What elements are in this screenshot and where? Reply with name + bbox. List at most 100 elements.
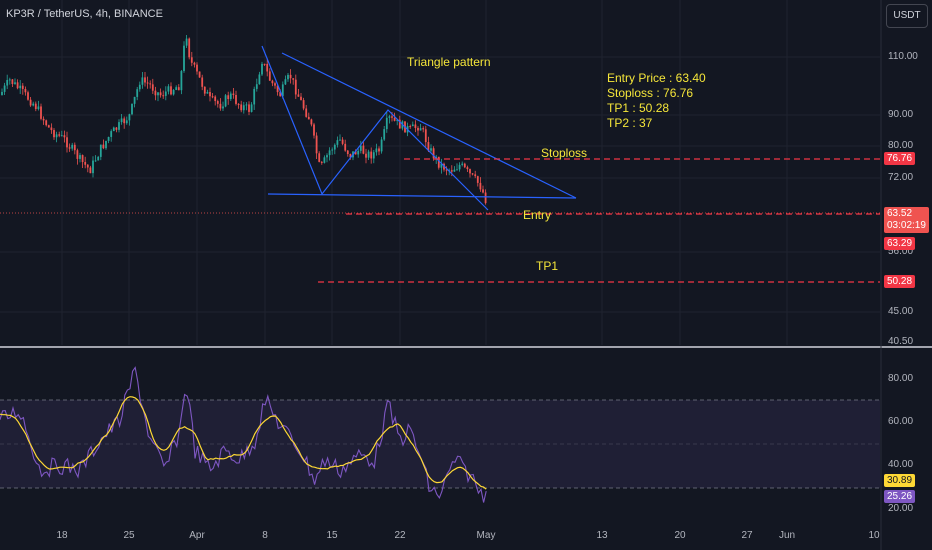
candle-body	[107, 136, 110, 141]
triangle-pattern[interactable]	[261, 45, 577, 211]
candle-body	[3, 85, 6, 92]
candle-body	[336, 140, 339, 145]
candle-body	[450, 170, 453, 172]
candle-body	[258, 74, 261, 85]
candle-body	[133, 96, 136, 104]
candle-body	[58, 134, 61, 136]
current-price-tag: 63.52 03:02:19	[884, 207, 929, 233]
candle-body	[380, 139, 383, 152]
triangle-wave[interactable]	[261, 45, 489, 211]
candle-body	[245, 104, 248, 106]
candle-body	[305, 108, 308, 117]
price-axis-label: 110.00	[888, 51, 918, 62]
candle-body	[198, 71, 201, 78]
candle-body	[359, 145, 362, 151]
stoploss-text: Stoploss : 76.76	[607, 86, 694, 100]
candle-body	[445, 169, 448, 171]
triangle-lower-line[interactable]	[267, 193, 577, 199]
candle-body	[157, 92, 159, 96]
time-axis-label: 8	[262, 530, 268, 541]
candle-body	[248, 104, 250, 112]
trade-info-note[interactable]: Entry Price : 63.40 Stoploss : 76.76 TP1…	[607, 71, 706, 131]
candle-body	[144, 77, 146, 83]
candle-body	[432, 148, 435, 159]
entry-label[interactable]: Entry	[523, 208, 552, 222]
candle-body	[175, 87, 178, 90]
candle-body	[471, 173, 474, 175]
candle-body	[24, 89, 27, 93]
candle-body	[411, 124, 414, 127]
candle-body	[21, 85, 24, 90]
candle-body	[55, 134, 58, 138]
stoploss-label[interactable]: Stoploss	[541, 146, 588, 160]
time-axis-label: 22	[394, 530, 406, 541]
candle-body	[19, 85, 22, 89]
candle-body	[172, 89, 175, 95]
candle-body	[469, 169, 471, 174]
candle-body	[424, 129, 427, 143]
rsi-ma-line	[0, 396, 487, 490]
candle-body	[27, 92, 29, 100]
candle-body	[313, 124, 315, 136]
rsi-axis-label: 20.00	[888, 503, 914, 514]
candle-body	[237, 103, 240, 105]
candle-body	[242, 105, 245, 111]
triangle-pattern-label[interactable]: Triangle pattern	[407, 55, 491, 69]
candle-body	[466, 167, 469, 170]
tp1-label[interactable]: TP1	[536, 259, 559, 273]
candle-body	[159, 92, 162, 96]
candle-body	[118, 122, 120, 130]
candle-body	[375, 148, 378, 153]
triangle-upper-line[interactable]	[281, 52, 577, 199]
candle-body	[370, 151, 373, 159]
currency-button[interactable]: USDT	[886, 4, 928, 28]
current-price-value: 63.52	[887, 208, 913, 219]
rsi-band	[0, 400, 880, 488]
candle-body	[146, 82, 149, 84]
stoploss-price-tag: 76.76	[884, 152, 916, 165]
candle-body	[463, 163, 466, 168]
candle-body	[136, 89, 139, 97]
candle-body	[76, 150, 79, 159]
candle-body	[235, 94, 237, 104]
price-axis-label: 90.00	[888, 109, 914, 120]
candle-body	[388, 116, 391, 118]
candle-body	[255, 84, 258, 89]
candle-body	[482, 189, 484, 193]
candle-body	[232, 93, 235, 95]
price-axis-label: 40.50	[888, 336, 914, 347]
candle-body	[422, 128, 425, 130]
candle-body	[141, 77, 144, 85]
time-axis-label: 27	[741, 530, 753, 541]
candle-body	[292, 78, 295, 80]
candle-body	[112, 127, 115, 132]
candle-body	[279, 92, 282, 97]
rsi-axis-label: 80.00	[888, 373, 914, 384]
candle-body	[367, 151, 370, 158]
candle-body	[328, 150, 331, 156]
candle-body	[149, 83, 152, 85]
candle-body	[84, 162, 87, 165]
candle-body	[349, 153, 352, 158]
candle-body	[206, 92, 209, 94]
candle-body	[177, 87, 180, 91]
candle-body	[110, 131, 113, 137]
candle-body	[276, 85, 279, 93]
tp2-text: TP2 : 37	[607, 116, 653, 130]
candle-body	[42, 118, 45, 121]
symbol-title[interactable]: KP3R / TetherUS, 4h, BINANCE	[6, 8, 163, 20]
candle-body	[453, 169, 456, 172]
candle-body	[393, 117, 396, 121]
candle-body	[125, 120, 128, 124]
candle-body	[354, 151, 357, 155]
candle-body	[29, 99, 32, 106]
candle-body	[190, 57, 193, 63]
time-axis-label: 25	[123, 530, 135, 541]
candle-body	[339, 139, 341, 141]
candle-body	[180, 71, 183, 91]
candle-body	[476, 176, 479, 183]
rsi-axis-label: 60.00	[888, 416, 914, 427]
candle-body	[183, 45, 185, 72]
